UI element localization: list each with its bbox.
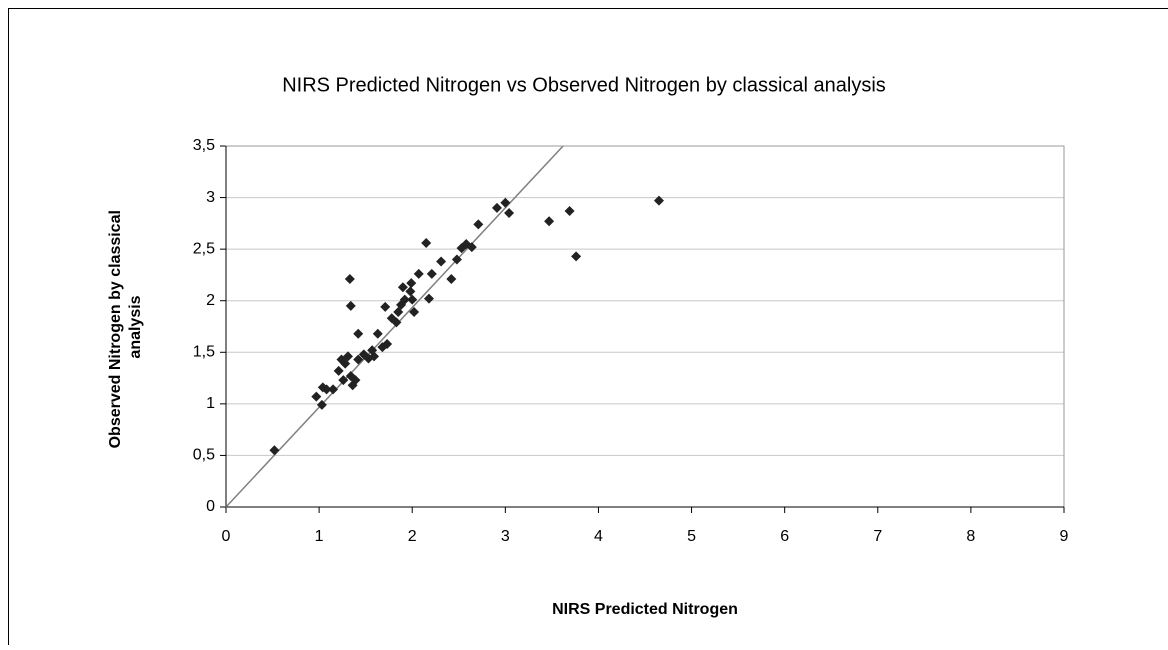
y-tick-label: 0,5 [193,447,215,464]
x-axis-label: NIRS Predicted Nitrogen [552,601,738,618]
y-axis-label-line: analysis [127,295,144,358]
y-tick-label: 0 [206,498,215,515]
chart-frame [9,9,1168,646]
y-axis-label-line: Observed Nitrogen by classical [107,210,124,448]
x-tick-label: 4 [594,528,603,545]
y-tick-label: 3,5 [193,137,215,154]
y-tick-label: 2,5 [193,240,215,257]
y-tick-label: 1 [206,395,215,412]
x-tick-label: 0 [222,528,231,545]
x-tick-label: 9 [1060,528,1069,545]
x-tick-label: 1 [315,528,324,545]
y-tick-label: 3 [206,189,215,206]
x-tick-label: 7 [873,528,882,545]
x-tick-label: 5 [687,528,696,545]
y-tick-label: 1,5 [193,344,215,361]
x-tick-label: 2 [408,528,417,545]
y-tick-label: 2 [206,292,215,309]
x-tick-label: 6 [780,528,789,545]
x-tick-label: 3 [501,528,510,545]
x-tick-label: 8 [966,528,975,545]
chart-title: NIRS Predicted Nitrogen vs Observed Nitr… [282,74,886,96]
